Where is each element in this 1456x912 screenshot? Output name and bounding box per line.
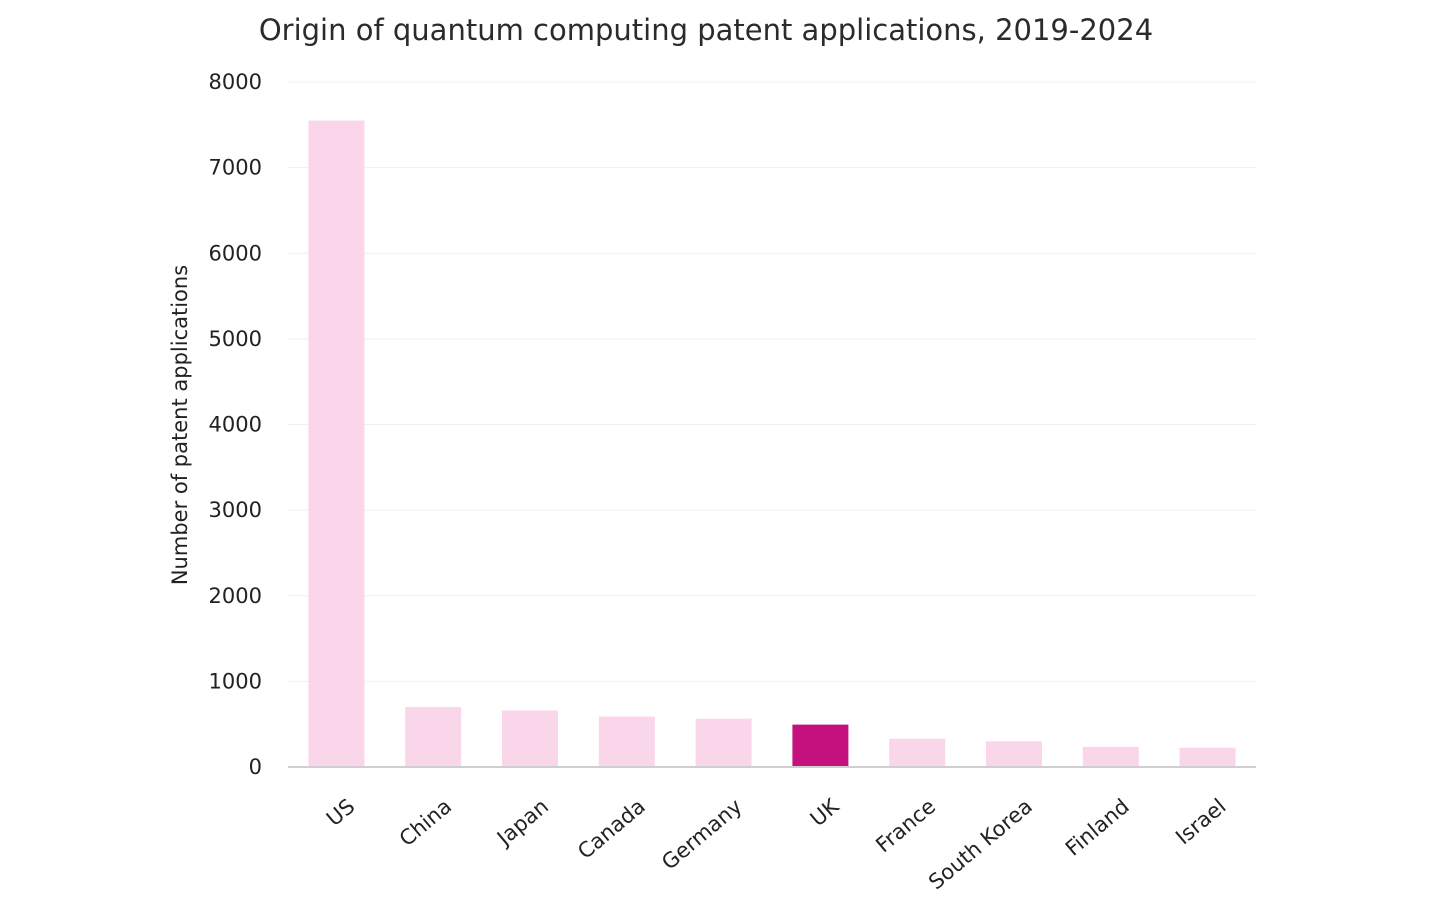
x-tick-label: South Korea <box>924 794 1037 894</box>
bar-uk <box>792 724 849 767</box>
x-tick-label: Japan <box>491 794 553 851</box>
y-tick-label: 6000 <box>209 241 262 265</box>
bar-south-korea <box>986 741 1042 767</box>
y-tick-label: 5000 <box>209 327 262 351</box>
bar-france <box>889 738 946 767</box>
x-tick-label: Israel <box>1171 794 1230 849</box>
gridlines <box>288 81 1256 682</box>
x-tick-label: China <box>395 794 456 851</box>
bar-israel <box>1179 747 1236 767</box>
chart-title: Origin of quantum computing patent appli… <box>259 13 1153 47</box>
bar-china <box>405 707 462 767</box>
y-tick-label: 8000 <box>209 70 262 94</box>
x-tick-label: Germany <box>657 794 746 874</box>
y-axis-ticks: 0 1000 2000 3000 4000 5000 6000 7000 8000 <box>209 70 262 779</box>
y-tick-label: 0 <box>249 755 262 779</box>
y-tick-label: 1000 <box>209 669 262 693</box>
x-tick-label: US <box>322 794 359 831</box>
bar-germany <box>695 718 752 767</box>
bar-japan <box>502 710 558 767</box>
bar-finland <box>1082 746 1139 767</box>
y-tick-label: 2000 <box>209 584 262 608</box>
x-tick-label: France <box>871 794 940 857</box>
bars <box>308 120 1236 767</box>
y-tick-label: 7000 <box>209 156 262 180</box>
y-tick-label: 4000 <box>209 413 262 437</box>
bar-us <box>308 120 365 767</box>
y-axis-label: Number of patent applications <box>168 265 192 585</box>
bar-canada <box>598 716 655 767</box>
x-tick-label: UK <box>806 793 845 831</box>
x-tick-label: Finland <box>1061 794 1134 861</box>
x-tick-label: Canada <box>573 794 650 864</box>
y-tick-label: 3000 <box>209 498 262 522</box>
